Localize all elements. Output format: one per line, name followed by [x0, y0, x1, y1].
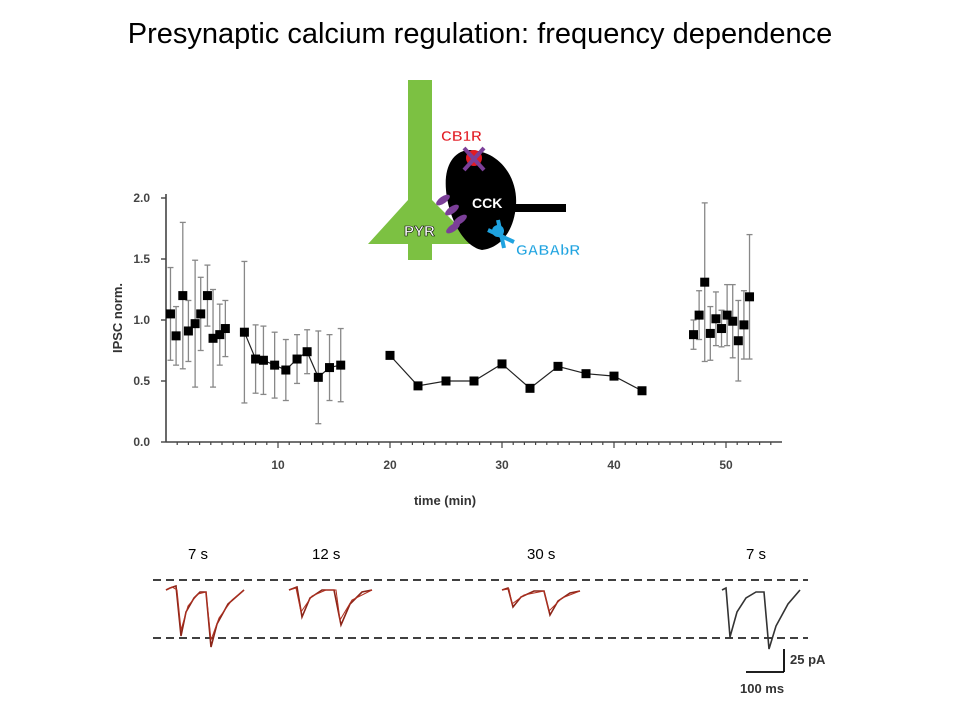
data-point: [208, 333, 218, 343]
scale-bar: [746, 649, 785, 673]
scale-bar-current-label: 25 pA: [790, 652, 826, 667]
data-point: [251, 354, 261, 364]
chart-axes: 0.0 0.5 1.0 1.5 2.0 10 20 30 40 50: [133, 191, 782, 472]
data-point: [694, 310, 704, 320]
synapse-diagram: PYR CCK CB1R GABAbR: [368, 80, 581, 260]
y-tick-label: 0.0: [133, 435, 150, 449]
data-point: [700, 277, 710, 287]
data-point: [705, 328, 715, 338]
x-tick-label: 50: [719, 458, 733, 472]
data-point: [190, 319, 200, 329]
data-point: [525, 383, 535, 393]
ipsc-trace-7s: [165, 584, 245, 648]
data-point: [441, 376, 451, 386]
cb1r-label: CB1R: [441, 128, 482, 145]
interval-label-1: 7 s: [188, 546, 208, 563]
data-point: [281, 365, 291, 375]
data-point: [302, 347, 312, 357]
data-point: [722, 310, 732, 320]
data-point: [292, 354, 302, 364]
data-point: [711, 314, 721, 324]
gababr-receptor-icon: [487, 219, 515, 249]
y-tick-label: 1.5: [133, 252, 150, 266]
data-point: [270, 360, 280, 370]
data-point: [609, 371, 619, 381]
data-point: [733, 336, 743, 346]
series-line: [389, 354, 643, 392]
pyramidal-cell-base: [408, 244, 432, 260]
data-point: [202, 291, 212, 301]
data-point: [220, 324, 230, 334]
data-point: [171, 331, 181, 341]
data-point: [728, 316, 738, 326]
interval-label-2: 12 s: [312, 546, 340, 563]
data-point: [739, 320, 749, 330]
data-point: [469, 376, 479, 386]
cck-label: CCK: [472, 195, 502, 211]
data-point: [497, 359, 507, 369]
pyramidal-cell-shape: [368, 80, 476, 244]
interval-label-4: 7 s: [746, 546, 766, 563]
data-points: [165, 277, 755, 396]
data-point: [183, 326, 193, 336]
x-tick-label: 10: [271, 458, 285, 472]
data-point: [215, 330, 225, 340]
data-point: [385, 350, 395, 360]
y-tick-label: 2.0: [133, 191, 150, 205]
x-tick-label: 20: [383, 458, 397, 472]
ipsc-trace-control-7s: [721, 586, 801, 650]
y-axis-label: IPSC norm.: [110, 283, 125, 353]
data-point: [313, 372, 323, 382]
data-point: [717, 324, 727, 334]
data-point: [196, 309, 206, 319]
cb1r-receptor-icon: [462, 146, 486, 172]
data-point: [325, 363, 335, 373]
x-tick-label: 40: [607, 458, 621, 472]
data-point: [637, 386, 647, 396]
vesicle-icons: [436, 194, 467, 234]
data-point: [239, 327, 249, 337]
x-tick-label: 30: [495, 458, 509, 472]
pyr-label: PYR: [404, 223, 435, 240]
data-point: [258, 355, 268, 365]
y-tick-label: 1.0: [133, 313, 150, 327]
data-point: [165, 309, 175, 319]
cck-axon: [510, 204, 566, 212]
interval-label-3: 30 s: [527, 546, 555, 563]
data-point: [581, 369, 591, 379]
data-point: [336, 360, 346, 370]
ipsc-trace-12s: [288, 585, 373, 628]
gababr-label: GABAbR: [516, 242, 580, 259]
data-point: [178, 291, 188, 301]
slide-title: Presynaptic calcium regulation: frequenc…: [127, 18, 833, 50]
data-point: [553, 361, 563, 371]
x-axis-label: time (min): [414, 493, 476, 508]
ipsc-trace-30s: [501, 586, 581, 618]
data-point: [413, 381, 423, 391]
scale-bar-time-label: 100 ms: [740, 681, 784, 696]
data-point: [745, 292, 755, 302]
y-tick-label: 0.5: [133, 374, 150, 388]
data-point: [689, 330, 699, 340]
